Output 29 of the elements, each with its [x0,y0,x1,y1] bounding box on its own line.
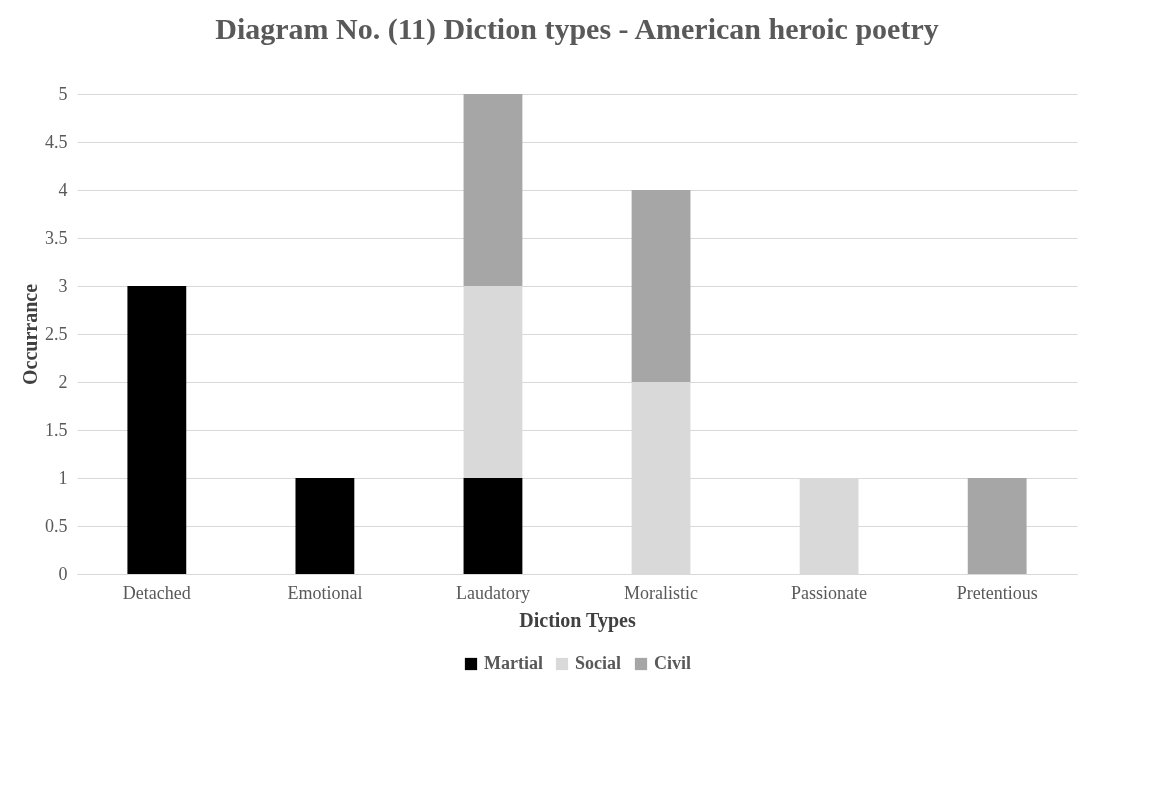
bar [967,478,1027,574]
x-tick-label: Pretentious [956,582,1038,603]
legend-label: Martial [484,653,543,673]
y-tick-label: 5 [58,83,68,104]
bar [631,190,691,382]
bar [127,286,187,574]
y-tick-label: 0 [58,563,68,584]
y-tick-label: 4 [58,179,68,200]
bar [295,478,355,574]
y-tick-label: 3 [58,275,68,296]
legend-label: Social [575,653,622,673]
x-tick-label: Passionate [791,582,868,603]
x-tick-label: Laudatory [455,582,530,603]
y-tick-label: 2.5 [45,323,68,344]
x-axis-title: Diction Types [519,608,636,632]
x-tick-label: Detached [122,582,191,603]
bar [463,478,523,574]
bar [463,94,523,286]
y-tick-label: 3.5 [45,227,68,248]
y-tick-label: 1.5 [45,419,68,440]
x-tick-label: Moralistic [624,582,699,603]
y-tick-label: 4.5 [45,131,68,152]
y-tick-label: 0.5 [45,515,68,536]
legend-label: Civil [654,653,692,673]
y-axis-title: Occurrance [19,283,41,386]
y-tick-label: 2 [58,371,68,392]
y-tick-label: 1 [58,467,68,488]
x-tick-label: Emotional [287,582,363,603]
chart-title: Diagram No. (11) Diction types - American heroic poetry [215,12,939,46]
